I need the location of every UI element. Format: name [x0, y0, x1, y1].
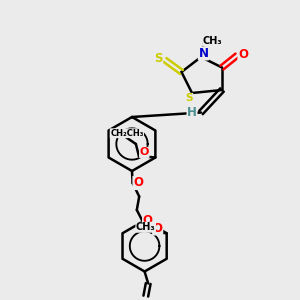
Text: O: O: [140, 147, 149, 158]
Text: O: O: [133, 176, 143, 190]
Text: CH₂CH₃: CH₂CH₃: [110, 129, 144, 138]
Text: CH₃: CH₃: [202, 36, 222, 46]
Text: S: S: [154, 52, 163, 65]
Text: N: N: [198, 47, 208, 60]
Text: O: O: [238, 48, 248, 61]
Text: H: H: [187, 106, 197, 119]
Text: S: S: [185, 93, 193, 103]
Text: CH₃: CH₃: [136, 222, 155, 232]
Text: O: O: [142, 214, 153, 227]
Text: O: O: [153, 222, 163, 235]
